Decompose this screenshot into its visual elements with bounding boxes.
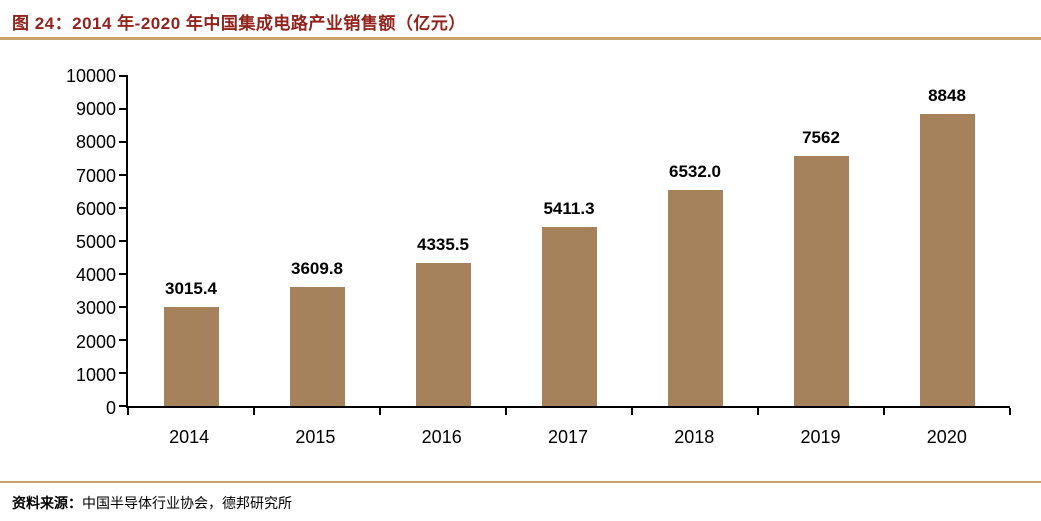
bar-group: 8848 — [884, 76, 1010, 406]
x-tick-mark — [757, 408, 759, 415]
bar-value-label: 5411.3 — [543, 199, 595, 219]
source-note: 资料来源：中国半导体行业协会，德邦研究所 — [12, 493, 292, 513]
y-tick-label: 8000 — [75, 132, 116, 153]
bar-group: 7562 — [758, 76, 884, 406]
x-tick-mark — [505, 408, 507, 415]
y-axis-labels: 0 1000 2000 3000 4000 5000 6000 7000 8000 9000 100… — [30, 67, 116, 417]
figure-title: 图 24：2014 年-2020 年中国集成电路产业销售额（亿元） — [12, 14, 466, 33]
x-tick-label: 2016 — [421, 426, 462, 447]
bar-value-label: 7562 — [802, 128, 840, 148]
y-tick-mark — [119, 108, 128, 110]
x-tick-label: 2017 — [547, 426, 588, 447]
bar-value-label: 4335.5 — [417, 234, 469, 254]
bar-value-label: 3015.4 — [165, 278, 217, 298]
y-tick-mark — [119, 405, 128, 407]
y-tick-label: 4000 — [75, 265, 116, 286]
y-tick-label: 1000 — [75, 364, 116, 385]
y-tick-label: 6000 — [75, 198, 116, 219]
x-tick-label: 2015 — [295, 426, 336, 447]
x-tick-mark — [631, 408, 633, 415]
x-tick-label: 2020 — [926, 426, 967, 447]
y-tick-label: 3000 — [75, 298, 116, 319]
y-tick-label: 7000 — [75, 165, 116, 186]
x-tick-mark — [1009, 408, 1011, 415]
y-tick-mark — [119, 372, 128, 374]
y-tick-label: 9000 — [75, 99, 116, 120]
y-tick-mark — [119, 207, 128, 209]
y-tick-label: 0 — [105, 398, 116, 418]
bar-group: 6532.0 — [632, 76, 758, 406]
x-axis-labels: 2014 2015 2016 2017 2018 2019 2020 — [126, 412, 1010, 456]
bar — [289, 286, 345, 406]
bar — [541, 227, 597, 406]
y-tick-label: 5000 — [75, 232, 116, 252]
bar-group: 3015.4 — [128, 76, 254, 406]
x-tick-mark — [253, 408, 255, 415]
bar — [163, 306, 219, 406]
bar — [415, 262, 471, 406]
x-tick-label: 2018 — [674, 426, 715, 447]
y-tick-label: 2000 — [75, 331, 116, 352]
y-tick-mark — [119, 75, 128, 77]
x-tick-mark — [379, 408, 381, 415]
y-tick-mark — [119, 306, 128, 308]
y-tick-mark — [119, 240, 128, 242]
x-tick-mark — [883, 408, 885, 415]
y-tick-label: 10000 — [65, 66, 116, 86]
x-tick-mark — [127, 408, 129, 415]
source-label: 资料来源： — [12, 495, 82, 511]
title-divider — [0, 37, 1041, 40]
bar-group: 3609.8 — [254, 76, 380, 406]
bar-value-label: 8848 — [928, 86, 966, 106]
bar-group: 4335.5 — [380, 76, 506, 406]
bar-group: 5411.3 — [506, 76, 632, 406]
plot-area: 3015.4 3609.8 4335.5 5411.3 6532.0 7562 8848 — [119, 75, 1011, 415]
bars-container: 3015.4 3609.8 4335.5 5411.3 6532.0 7562 8848 — [128, 76, 1010, 406]
bar — [919, 114, 975, 406]
bar — [793, 156, 849, 406]
y-tick-mark — [119, 273, 128, 275]
y-tick-mark — [119, 339, 128, 341]
x-tick-label: 2019 — [800, 426, 841, 447]
y-tick-mark — [119, 174, 128, 176]
bar-value-label: 3609.8 — [291, 258, 343, 278]
x-tick-label: 2014 — [169, 426, 210, 447]
bar-chart: 0 1000 2000 3000 4000 5000 6000 7000 8000 9000 100… — [30, 58, 1016, 456]
bar — [667, 190, 723, 406]
footer-divider — [0, 481, 1041, 483]
source-text: 中国半导体行业协会，德邦研究所 — [82, 495, 292, 511]
bar-value-label: 6532.0 — [669, 162, 721, 182]
y-tick-mark — [119, 141, 128, 143]
